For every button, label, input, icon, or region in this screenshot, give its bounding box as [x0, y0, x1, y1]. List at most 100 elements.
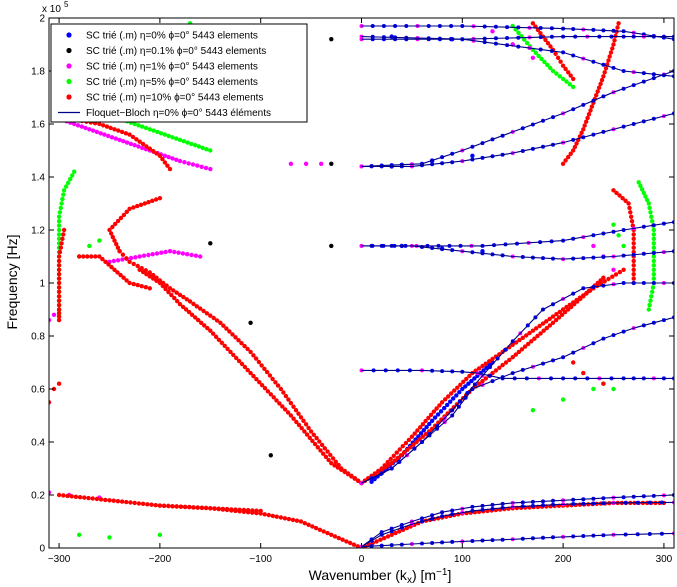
data-point: [198, 254, 203, 259]
data-point: [352, 476, 357, 481]
data-point: [651, 232, 656, 237]
data-point: [121, 212, 127, 218]
data-point: [651, 227, 656, 233]
data-point: [274, 514, 279, 519]
data-point: [414, 439, 419, 445]
data-point: [177, 302, 183, 307]
y-tick-label: 1.8: [31, 67, 45, 78]
data-point: [513, 340, 519, 345]
data-point: [146, 200, 151, 205]
data-point: [200, 145, 205, 151]
data-point: [405, 447, 410, 453]
data-point: [146, 252, 151, 258]
data-point: [137, 139, 142, 144]
data-point: [258, 508, 263, 514]
data-point: [581, 127, 586, 132]
data-point: [216, 337, 222, 342]
data-point: [398, 453, 404, 458]
data-point: [159, 250, 164, 255]
y-tick-label: 0.6: [31, 385, 45, 396]
data-point: [535, 333, 540, 339]
data-point: [118, 272, 123, 278]
data-point: [612, 38, 617, 43]
data-point: [616, 233, 621, 238]
data-point: [530, 21, 536, 26]
data-point: [283, 407, 288, 412]
data-point: [154, 275, 159, 280]
data-point: [266, 512, 271, 518]
data-point: [229, 507, 234, 512]
data-point: [211, 315, 216, 321]
data-point: [69, 494, 74, 499]
data-point: [322, 446, 327, 451]
data-point: [130, 134, 136, 140]
data-point: [170, 156, 175, 161]
data-point: [374, 539, 379, 544]
data-point: [529, 339, 534, 344]
data-point: [259, 363, 264, 368]
data-point: [193, 143, 198, 148]
data-point: [412, 431, 417, 436]
data-point: [167, 249, 173, 254]
data-point: [480, 363, 485, 369]
series-0000ff: [369, 34, 515, 484]
data-point: [510, 342, 515, 347]
data-point: [452, 388, 457, 393]
data-point: [312, 441, 318, 447]
data-point: [119, 129, 125, 135]
series-overlay-dots: [359, 24, 674, 548]
data-point: [140, 269, 146, 275]
data-point: [107, 535, 112, 540]
series-line: [361, 112, 674, 167]
data-point: [516, 349, 522, 355]
data-point: [537, 323, 542, 329]
data-point: [545, 62, 550, 68]
data-point: [278, 386, 284, 392]
data-point: [568, 73, 573, 78]
data-point: [560, 397, 566, 402]
data-point: [136, 144, 141, 149]
data-point: [66, 180, 71, 185]
data-point: [56, 254, 62, 259]
data-point: [227, 329, 232, 334]
data-point: [434, 406, 439, 411]
data-point: [271, 395, 276, 400]
data-point: [93, 254, 98, 259]
data-point: [429, 418, 435, 423]
data-point: [157, 503, 163, 508]
y-tick-label: 1.4: [31, 173, 45, 184]
data-point: [571, 84, 576, 90]
data-point: [503, 360, 509, 365]
data-point: [397, 447, 402, 452]
data-point: [524, 40, 530, 46]
series-line: [361, 494, 674, 548]
data-point: [560, 161, 566, 166]
data-point: [248, 320, 253, 325]
data-point: [611, 267, 616, 272]
legend-item: SC trié (.m) η=0% ϕ=0° 5443 elements: [66, 31, 258, 42]
data-point: [611, 42, 616, 47]
data-point: [208, 148, 213, 153]
data-point: [102, 132, 107, 137]
data-point: [166, 154, 171, 160]
data-point: [651, 236, 656, 241]
data-point: [589, 104, 595, 109]
x-tick-label: 100: [454, 554, 471, 565]
data-point: [554, 312, 559, 317]
data-point: [147, 286, 152, 291]
data-point: [140, 145, 145, 151]
data-point: [262, 366, 267, 371]
data-point: [631, 272, 636, 277]
data-point: [575, 299, 580, 304]
data-point: [114, 241, 119, 247]
series-line: [361, 369, 674, 379]
series-line: [361, 36, 674, 40]
data-point: [411, 442, 416, 447]
data-point: [86, 495, 91, 501]
data-point: [569, 304, 574, 310]
y-tick-label: 1: [39, 279, 45, 290]
data-point: [285, 410, 291, 415]
data-point: [526, 341, 531, 347]
data-point: [534, 326, 539, 331]
data-point: [70, 173, 75, 178]
